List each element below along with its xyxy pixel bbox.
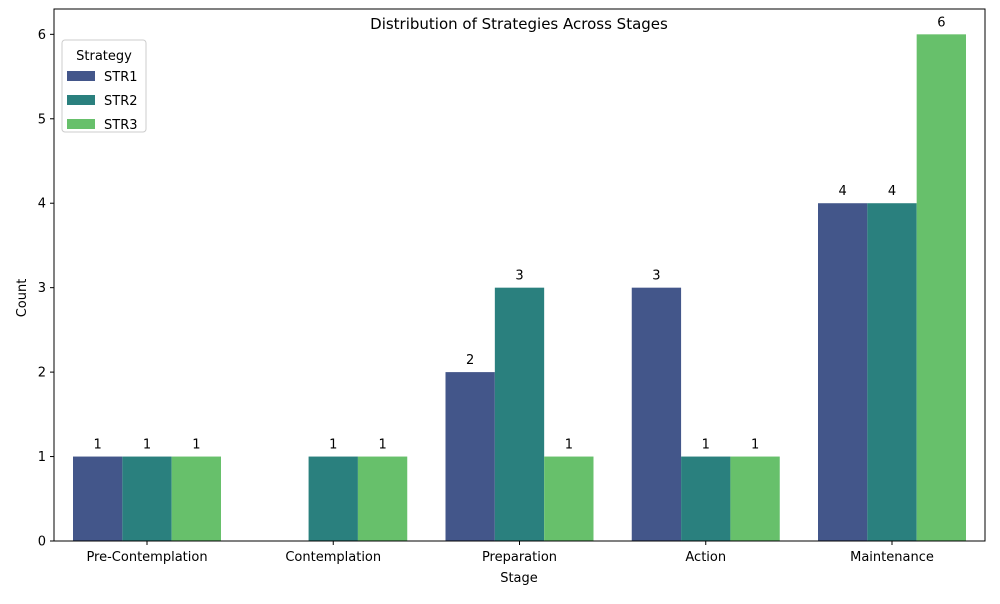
bar-str3-3 bbox=[730, 456, 780, 541]
x-axis: Pre-Contemplation Contemplation Preparatio… bbox=[86, 541, 934, 565]
bar-str3-0 bbox=[171, 456, 221, 541]
x-tick-label: Pre-Contemplation bbox=[86, 550, 207, 565]
data-label: 1 bbox=[702, 438, 710, 453]
x-axis-label: Stage bbox=[500, 571, 538, 586]
data-label: 1 bbox=[143, 438, 151, 453]
x-tick-label: Maintenance bbox=[850, 550, 934, 565]
y-tick-label: 4 bbox=[38, 197, 46, 212]
data-label: 4 bbox=[888, 184, 896, 199]
y-tick-label: 2 bbox=[38, 366, 46, 381]
bar-str2-4 bbox=[867, 203, 917, 541]
bar-str3-2 bbox=[544, 456, 594, 541]
data-labels-layer: 1 2 3 4 1 1 3 1 4 1 1 1 1 6 bbox=[94, 15, 946, 452]
bar-str3-4 bbox=[916, 34, 966, 541]
data-label: 1 bbox=[329, 438, 337, 453]
x-tick-label: Contemplation bbox=[285, 550, 381, 565]
data-label: 1 bbox=[192, 438, 200, 453]
bar-str1-4 bbox=[818, 203, 868, 541]
legend: Strategy STR1 STR2 STR3 bbox=[61, 39, 147, 133]
data-label: 3 bbox=[515, 269, 523, 284]
bar-str2-0 bbox=[122, 456, 172, 541]
data-label: 1 bbox=[94, 438, 102, 453]
bar-str1-2 bbox=[445, 372, 495, 541]
y-tick-label: 3 bbox=[38, 281, 46, 296]
legend-label-str2: STR2 bbox=[104, 94, 138, 109]
bar-str1-0 bbox=[73, 456, 123, 541]
data-label: 1 bbox=[378, 438, 386, 453]
bar-str2-2 bbox=[494, 287, 545, 541]
x-tick-label: Action bbox=[685, 550, 726, 565]
legend-swatch-str2 bbox=[67, 95, 95, 105]
y-axis: 0 1 2 3 4 5 6 bbox=[38, 28, 54, 550]
y-tick-label: 6 bbox=[38, 28, 46, 43]
legend-swatch-str1 bbox=[67, 71, 95, 81]
data-label: 1 bbox=[565, 438, 573, 453]
legend-items: STR1 STR2 STR3 bbox=[67, 70, 138, 133]
y-axis-label: Count bbox=[15, 279, 30, 318]
bar-str1-3 bbox=[631, 287, 682, 541]
chart-title: Distribution of Strategies Across Stages bbox=[370, 15, 668, 33]
bar-str2-1 bbox=[308, 456, 358, 541]
legend-box bbox=[61, 39, 147, 133]
bar-str2-3 bbox=[681, 456, 731, 541]
data-label: 3 bbox=[652, 269, 660, 284]
data-label: 6 bbox=[937, 15, 945, 30]
legend-label-str3: STR3 bbox=[104, 118, 138, 133]
legend-label-str1: STR1 bbox=[104, 70, 138, 85]
y-tick-label: 5 bbox=[38, 112, 46, 127]
legend-swatch-str3 bbox=[67, 119, 95, 129]
y-tick-label: 0 bbox=[38, 535, 46, 550]
data-label: 1 bbox=[751, 438, 759, 453]
legend-title: Strategy bbox=[76, 49, 132, 64]
y-tick-label: 1 bbox=[38, 450, 46, 465]
plot-frame bbox=[53, 8, 986, 542]
bar-str3-1 bbox=[357, 456, 408, 541]
data-label: 2 bbox=[466, 353, 474, 368]
x-tick-label: Preparation bbox=[482, 550, 557, 565]
bars-layer bbox=[73, 34, 966, 541]
data-label: 4 bbox=[839, 184, 847, 199]
